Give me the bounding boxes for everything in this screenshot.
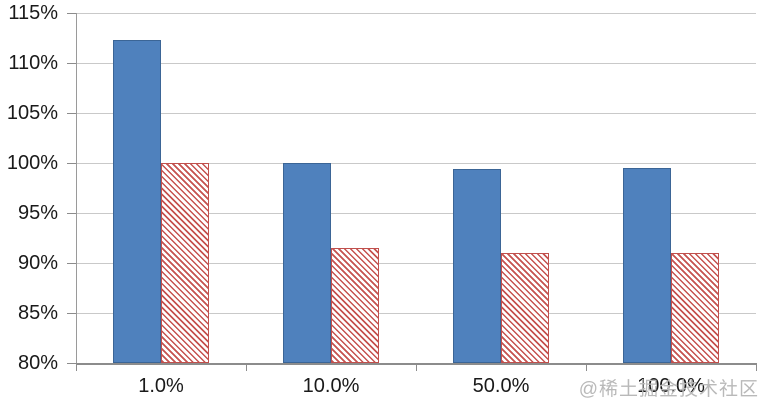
y-axis-tick-label: 115% (8, 2, 58, 24)
y-axis-tick (67, 313, 76, 314)
gridline (76, 163, 756, 164)
y-axis-tick (67, 263, 76, 264)
bar-solid-blue-1.0% (113, 40, 161, 363)
gridline (76, 113, 756, 114)
y-axis-tick (67, 363, 76, 364)
gridline (76, 313, 756, 314)
x-axis-tick (416, 363, 417, 371)
x-axis-category-label: 1.0% (138, 375, 184, 397)
y-axis-tick-label: 105% (6, 102, 58, 124)
x-axis-tick (756, 363, 757, 371)
y-axis-tick (67, 113, 76, 114)
x-axis-tick (76, 363, 77, 371)
y-axis-tick (67, 63, 76, 64)
y-axis-line (76, 13, 77, 363)
y-axis-tick-label: 85% (17, 302, 58, 324)
gridline (76, 213, 756, 214)
x-axis-tick (586, 363, 587, 371)
bar-red-hatched-10.0% (331, 248, 379, 363)
y-axis-tick (67, 13, 76, 14)
y-axis-tick-label: 90% (17, 252, 58, 274)
bar-red-hatched-1.0% (161, 163, 209, 363)
gridline (76, 263, 756, 264)
gridline (76, 13, 756, 14)
y-axis-tick-label: 100% (6, 152, 58, 174)
bar-solid-blue-50.0% (453, 169, 501, 363)
bar-red-hatched-50.0% (501, 253, 549, 363)
bar-red-hatched-100.0% (671, 253, 719, 363)
y-axis-tick (67, 213, 76, 214)
y-axis-tick-label: 80% (17, 352, 58, 374)
bar-solid-blue-100.0% (623, 168, 671, 363)
bar-solid-blue-10.0% (283, 163, 331, 363)
watermark: @稀土掘金技术社区 (578, 379, 759, 400)
y-axis-tick-label: 95% (17, 202, 58, 224)
gridline (76, 63, 756, 64)
x-axis-tick (246, 363, 247, 371)
x-axis-category-label: 10.0% (302, 375, 360, 397)
y-axis-tick (67, 163, 76, 164)
x-axis-category-label: 100.0% (637, 375, 705, 397)
y-axis-tick-label: 110% (8, 52, 58, 74)
x-axis-category-label: 50.0% (472, 375, 530, 397)
